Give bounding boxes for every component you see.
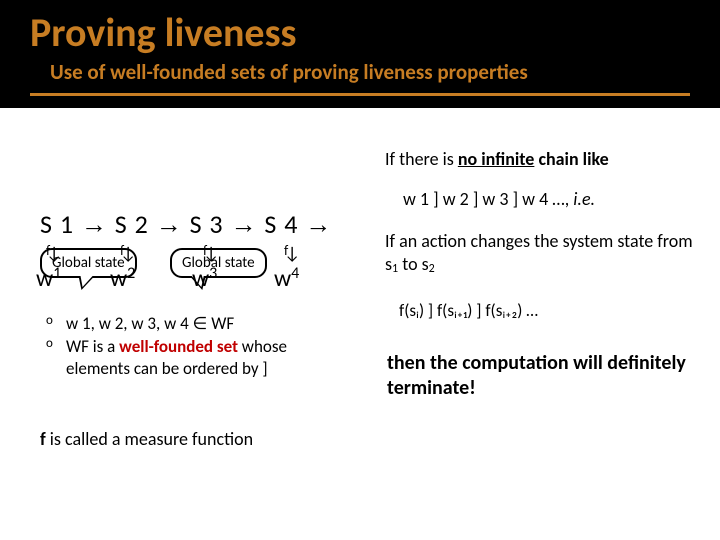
ie: i.e. bbox=[573, 188, 595, 210]
bullet-list: w 1, w 2, w 3, w 4 ∈ WF WF is a well-fou… bbox=[40, 313, 350, 381]
arrow-icon: → bbox=[231, 209, 258, 239]
measure-text: is called a measure function bbox=[46, 428, 253, 450]
right-line-1: If there is no infinite chain like bbox=[385, 148, 700, 170]
w1: w1 bbox=[36, 264, 53, 293]
right-line-2: w 1 ] w 2 ] w 3 ] w 4 …, i.e. bbox=[403, 188, 700, 210]
right-conclusion: then the computation will definitely ter… bbox=[387, 351, 700, 401]
right-column: If there is no infinite chain like w 1 ]… bbox=[385, 148, 700, 401]
page-title: Proving liveness bbox=[30, 8, 690, 57]
well-founded-set: well-founded set bbox=[119, 336, 238, 357]
page-subtitle: Use of well-founded sets of proving live… bbox=[50, 59, 690, 85]
arrow-icon: → bbox=[81, 209, 108, 239]
bullet-item: WF is a well-founded set whose elements … bbox=[40, 336, 350, 379]
right-line-3: If an action changes the system state fr… bbox=[385, 230, 700, 278]
w4: w4 bbox=[274, 264, 291, 293]
no-infinite: no infinite bbox=[458, 148, 535, 170]
f-label: f bbox=[46, 242, 50, 259]
f-label: f bbox=[284, 242, 288, 259]
text: to s bbox=[398, 253, 429, 275]
bullet-item: w 1, w 2, w 3, w 4 ∈ WF bbox=[40, 313, 350, 334]
w2: w2 bbox=[110, 264, 127, 293]
divider bbox=[30, 93, 690, 96]
w3: w3 bbox=[192, 264, 209, 293]
state-s4: S 4 bbox=[264, 208, 298, 240]
state-s1: S 1 bbox=[40, 208, 74, 240]
f-label: f bbox=[203, 242, 207, 259]
text: If there is bbox=[385, 148, 458, 170]
text: chain like bbox=[534, 148, 608, 170]
element-of-icon: ∈ bbox=[193, 313, 208, 334]
content-area: Global state Global state S 1 → S 2 → S … bbox=[0, 108, 720, 540]
state-chain: S 1 → S 2 → S 3 → S 4 → bbox=[40, 208, 332, 240]
bullet-text: w 1, w 2, w 3, w 4 bbox=[66, 313, 193, 334]
arrow-icon: → bbox=[305, 209, 332, 239]
measure-function-line: f is called a measure function bbox=[40, 428, 253, 450]
w-chain-text: w 1 ] w 2 ] w 3 ] w 4 …, bbox=[403, 188, 573, 210]
right-line-4: f(sᵢ) ] f(sᵢ₊₁) ] f(sᵢ₊₂) … bbox=[399, 300, 700, 321]
state-s3: S 3 bbox=[190, 208, 224, 240]
f-label: f bbox=[120, 242, 124, 259]
bullet-text: WF bbox=[207, 313, 234, 334]
state-s2: S 2 bbox=[115, 208, 149, 240]
arrow-icon: → bbox=[156, 209, 183, 239]
sub2: 2 bbox=[429, 262, 435, 276]
bullet-text: WF is a bbox=[66, 336, 119, 357]
